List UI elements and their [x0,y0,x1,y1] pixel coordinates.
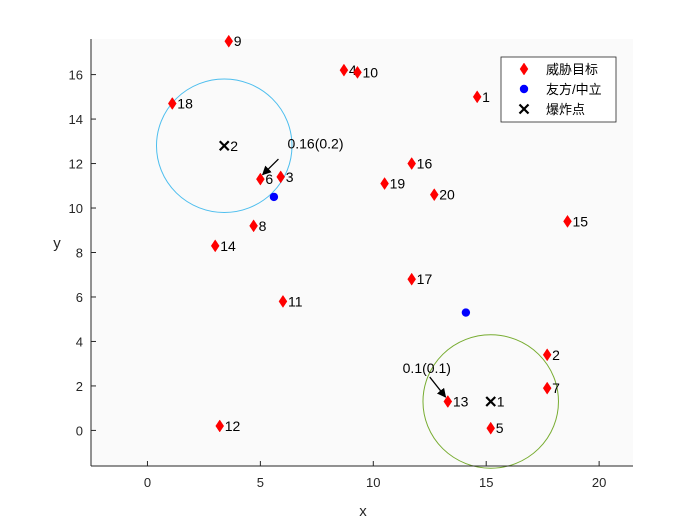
threat-label-20: 20 [439,187,455,203]
threat-label-10: 10 [362,64,378,80]
annotation-arrow-1 [261,158,279,176]
x-tick-label: 0 [144,475,151,490]
threat-label-12: 12 [225,418,241,434]
annotation-arrow-2 [429,376,447,398]
threat-label-1: 1 [482,89,490,105]
legend-label-threat: 威胁目标 [546,62,598,77]
annotation-text-1: 0.16(0.2) [287,136,343,152]
threat-label-18: 18 [177,95,193,111]
threat-label-19: 19 [390,176,406,192]
threat-label-11: 11 [288,293,303,309]
threat-label-4: 4 [349,62,357,78]
y-tick-label: 12 [69,157,83,172]
y-tick-label: 16 [69,68,83,83]
x-axis-label: x [359,503,367,520]
threat-label-9: 9 [234,33,242,49]
y-tick-label: 2 [76,379,83,394]
legend-label-friendly: 友方/中立 [546,82,602,97]
friendly-point-2 [461,308,471,317]
blast-marker-stroke [485,396,497,407]
threat-point-10 [353,65,362,79]
threat-point-3 [276,170,286,184]
blast-point-1 [485,396,497,407]
threat-point-13 [443,395,453,408]
threat-point-12 [215,419,225,433]
threat-label-5: 5 [496,420,504,436]
blast-marker-stroke [218,140,230,152]
threat-point-6 [256,172,265,186]
threat-label-7: 7 [552,380,560,396]
threat-point-1 [472,90,482,104]
y-tick-label: 0 [76,423,83,438]
threat-label-17: 17 [417,271,433,287]
threat-label-15: 15 [573,213,589,229]
threat-label-13: 13 [453,394,469,410]
threat-point-5 [486,421,496,435]
threat-label-2: 2 [552,347,560,363]
threat-point-11 [278,294,288,308]
blast-radius-circle-2 [155,78,293,213]
y-tick-label: 10 [69,201,83,216]
y-tick-label: 14 [69,112,83,127]
threat-label-3: 3 [286,169,294,185]
x-tick-label: 20 [592,475,606,490]
threat-point-17 [407,272,416,286]
friendly-point-1 [269,192,279,202]
threat-point-18 [167,97,177,110]
legend-label-blast: 爆炸点 [546,102,585,117]
threat-point-4 [339,63,349,77]
threat-point-15 [563,214,572,228]
blast-label-1: 1 [497,394,505,410]
threat-point-8 [249,219,258,233]
threat-point-14 [210,239,220,253]
x-tick-label: 5 [257,475,264,490]
threat-point-20 [429,188,439,202]
y-tick-label: 8 [76,246,83,261]
threat-label-8: 8 [259,218,267,234]
threat-label-6: 6 [265,171,273,187]
threat-point-9 [224,34,234,48]
y-tick-label: 6 [76,290,83,305]
annotation-text-2: 0.1(0.1) [403,360,451,376]
y-tick-label: 4 [76,334,83,349]
blast-marker-stroke [518,103,530,115]
x-tick-label: 10 [366,475,380,490]
legend-marker-friendly [519,84,529,94]
threat-point-7 [542,381,552,395]
threat-point-16 [407,157,416,170]
threat-point-2 [542,348,552,362]
legend-marker-blast [518,103,530,115]
blast-label-2: 2 [230,138,238,154]
threat-point-19 [380,177,389,191]
x-tick-label: 15 [479,475,493,490]
legend-marker-threat [519,62,529,76]
y-axis-label: y [53,235,61,252]
threat-label-14: 14 [220,238,236,254]
threat-label-16: 16 [417,156,433,172]
blast-point-2 [218,140,230,152]
blast-radius-circle-1 [422,334,559,469]
